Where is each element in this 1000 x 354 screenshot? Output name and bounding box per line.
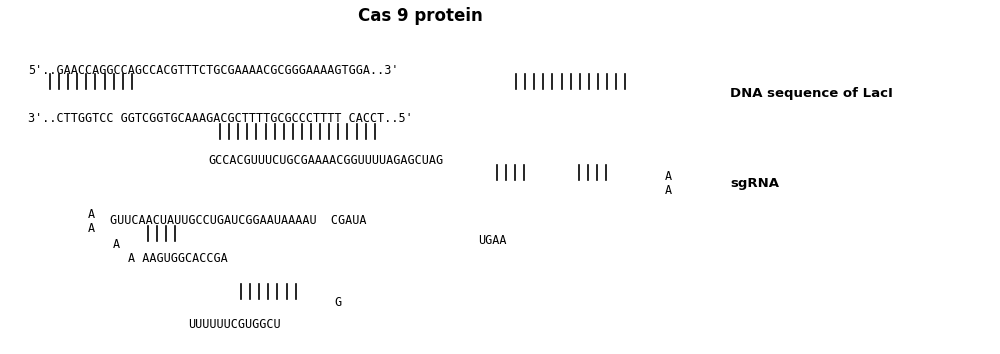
- Text: A: A: [88, 223, 95, 235]
- Text: 3'..CTTGGTCC GGTCGGTGCAAAGACGCTTTTGCGCCCTTTT CACCT..5': 3'..CTTGGTCC GGTCGGTGCAAAGACGCTTTTGCGCCC…: [28, 112, 413, 125]
- Text: GCCACGUUUCUGCGAAAACGGUUUUAGAGCUAG: GCCACGUUUCUGCGAAAACGGUUUUAGAGCUAG: [208, 154, 443, 167]
- Text: UUUUUUCGUGGCU: UUUUUUCGUGGCU: [188, 318, 281, 331]
- Text: DNA sequence of LacI: DNA sequence of LacI: [730, 86, 893, 99]
- Text: UGAA: UGAA: [478, 234, 507, 247]
- Text: A: A: [665, 184, 672, 198]
- Text: A: A: [113, 238, 120, 251]
- Text: 5'..GAACCAGGCCAGCCACGTTTCTGCGAAAACGCGGGAAAAGTGGA..3': 5'..GAACCAGGCCAGCCACGTTTCTGCGAAAACGCGGGA…: [28, 63, 398, 76]
- Text: sgRNA: sgRNA: [730, 177, 779, 189]
- Text: G: G: [334, 296, 341, 308]
- Text: A: A: [665, 170, 672, 183]
- Text: Cas 9 protein: Cas 9 protein: [358, 7, 482, 25]
- Text: A: A: [88, 207, 95, 221]
- Text: GUUCAACUAUUGCCUGAUCGGAAUAAAAU  CGAUA: GUUCAACUAUUGCCUGAUCGGAAUAAAAU CGAUA: [110, 215, 366, 228]
- Text: A AAGUGGCACCGA: A AAGUGGCACCGA: [128, 252, 228, 266]
